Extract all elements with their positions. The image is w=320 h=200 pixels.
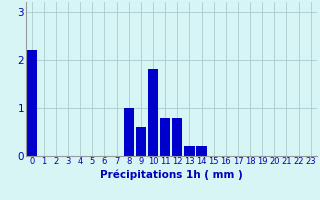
Bar	[124, 108, 134, 156]
Bar	[27, 50, 37, 156]
X-axis label: Précipitations 1h ( mm ): Précipitations 1h ( mm )	[100, 169, 243, 180]
Bar	[196, 146, 207, 156]
Bar	[136, 127, 146, 156]
Bar	[148, 69, 158, 156]
Bar	[172, 117, 182, 156]
Bar	[160, 117, 170, 156]
Bar	[184, 146, 195, 156]
